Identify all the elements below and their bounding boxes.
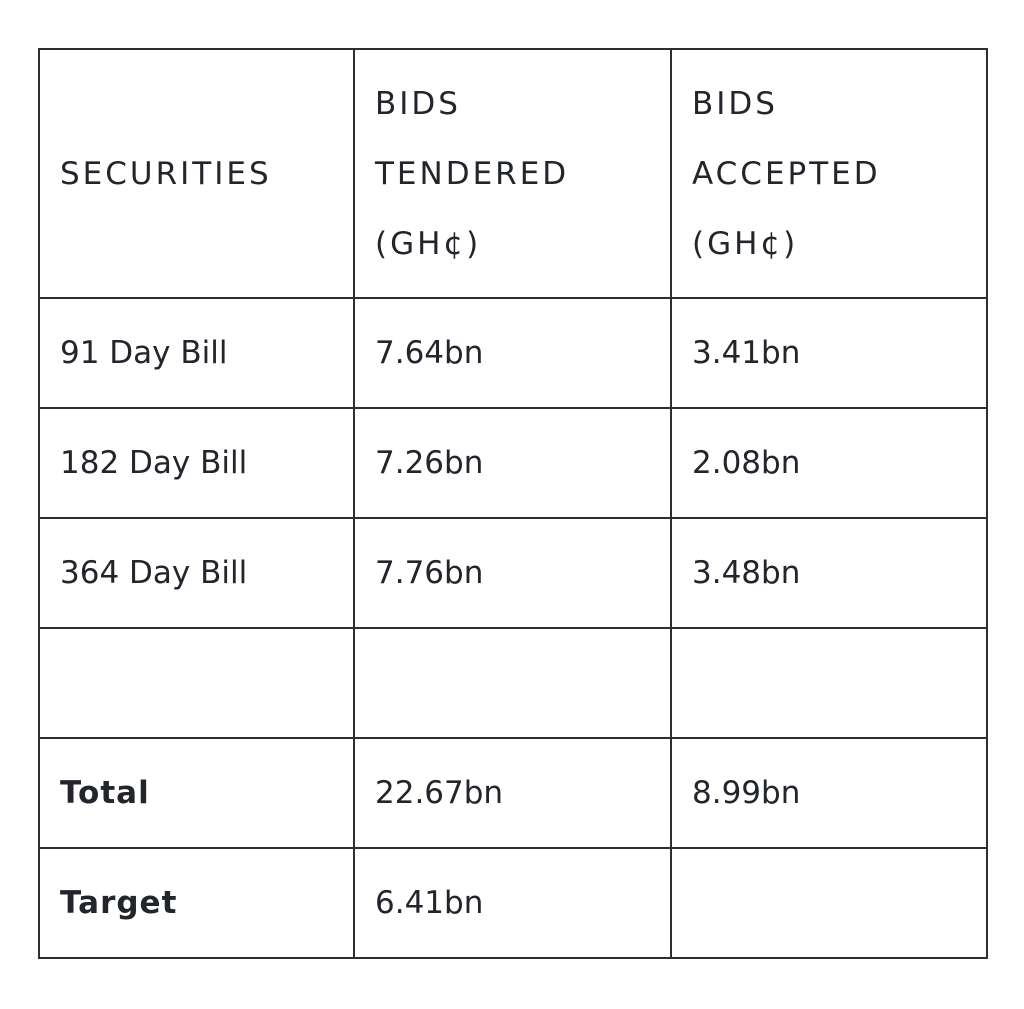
table-cell: 22.67bn bbox=[353, 737, 672, 849]
table-cell: 7.26bn bbox=[353, 407, 672, 519]
table-cell: 6.41bn bbox=[353, 847, 672, 959]
header-cell: SECURITIES bbox=[38, 48, 355, 299]
table-cell bbox=[353, 627, 672, 739]
table-cell: 364 Day Bill bbox=[38, 517, 355, 629]
table-cell: 91 Day Bill bbox=[38, 297, 355, 409]
bids-table: SECURITIES BIDS TENDERED (GH¢) BIDS ACCEPT… bbox=[38, 48, 988, 959]
table-header: SECURITIES BIDS TENDERED (GH¢) BIDS ACCEPT… bbox=[38, 48, 988, 299]
table-cell bbox=[670, 627, 988, 739]
table-row: 364 Day Bill 7.76bn 3.48bn bbox=[38, 517, 988, 629]
table-cell bbox=[670, 847, 988, 959]
table-cell: 3.48bn bbox=[670, 517, 988, 629]
table-cell: 7.64bn bbox=[353, 297, 672, 409]
table-cell bbox=[38, 627, 355, 739]
table-body: 91 Day Bill 7.64bn 3.41bn 182 Day Bill 7.26b… bbox=[38, 297, 988, 959]
header-cell: BIDS TENDERED (GH¢) bbox=[353, 48, 672, 299]
table-row: 182 Day Bill 7.26bn 2.08bn bbox=[38, 407, 988, 519]
header-cell: BIDS ACCEPTED (GH¢) bbox=[670, 48, 988, 299]
table-cell: 182 Day Bill bbox=[38, 407, 355, 519]
table-cell: 2.08bn bbox=[670, 407, 988, 519]
header-row: SECURITIES BIDS TENDERED (GH¢) BIDS ACCEPT… bbox=[38, 48, 988, 299]
table-row: Target 6.41bn bbox=[38, 847, 988, 959]
table-cell: 8.99bn bbox=[670, 737, 988, 849]
table-row: 91 Day Bill 7.64bn 3.41bn bbox=[38, 297, 988, 409]
table-cell: 3.41bn bbox=[670, 297, 988, 409]
table-row bbox=[38, 627, 988, 739]
table-cell: 7.76bn bbox=[353, 517, 672, 629]
table-cell: Total bbox=[38, 737, 355, 849]
table-row: Total 22.67bn 8.99bn bbox=[38, 737, 988, 849]
table-cell: Target bbox=[38, 847, 355, 959]
